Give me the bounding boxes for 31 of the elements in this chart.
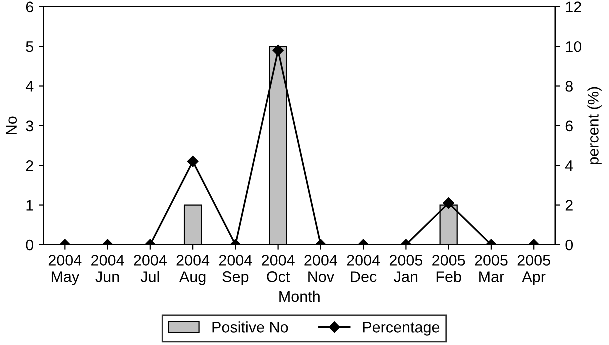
y2-tick-label: 2	[566, 200, 573, 211]
y2-tick-label: 12	[566, 2, 582, 12]
y-tick-label: 6	[26, 2, 34, 13]
x-tick-label: 2004 Aug	[176, 255, 210, 286]
legend-label: Percentage	[363, 322, 440, 336]
y-tick-label: 4	[26, 81, 34, 92]
y2-tick-label: 6	[566, 120, 573, 132]
y-tick-label: 2	[26, 160, 34, 172]
x-tick-label: 2004 Sep	[219, 255, 252, 286]
x-tick-label: 2005 Apr	[518, 255, 550, 286]
y2-axis-title: percent (%)	[588, 87, 602, 164]
x-tick-label: 2005 Mar	[475, 255, 508, 282]
x-tick-label: 2004 May	[48, 255, 82, 286]
x-tick-label: 2004 Oct	[262, 255, 295, 282]
y-tick-label: 3	[26, 120, 34, 132]
y-tick-label: 1	[26, 200, 34, 211]
x-tick-label: 2004 Jun	[92, 255, 124, 282]
y2-tick-label: 4	[565, 160, 574, 172]
x-axis-title: Month	[280, 290, 320, 302]
y2-tick-label: 10	[566, 41, 582, 52]
x-tick-label: 2004 Nov	[304, 255, 338, 282]
x-tick-label: 2005 Feb	[432, 255, 466, 282]
x-tick-label: 2004 Dec	[347, 255, 380, 282]
x-tick-label: 2005 Jan	[390, 255, 423, 282]
y2-tick-label: 8	[566, 81, 573, 92]
x-tick-label: 2004 Jul	[134, 255, 167, 282]
y-tick-label: 5	[26, 42, 34, 52]
legend-label: Positive No	[212, 322, 288, 333]
y-axis-title: No	[6, 116, 18, 134]
y2-tick-label: 0	[566, 240, 574, 251]
y-tick-label: 0	[26, 240, 34, 251]
